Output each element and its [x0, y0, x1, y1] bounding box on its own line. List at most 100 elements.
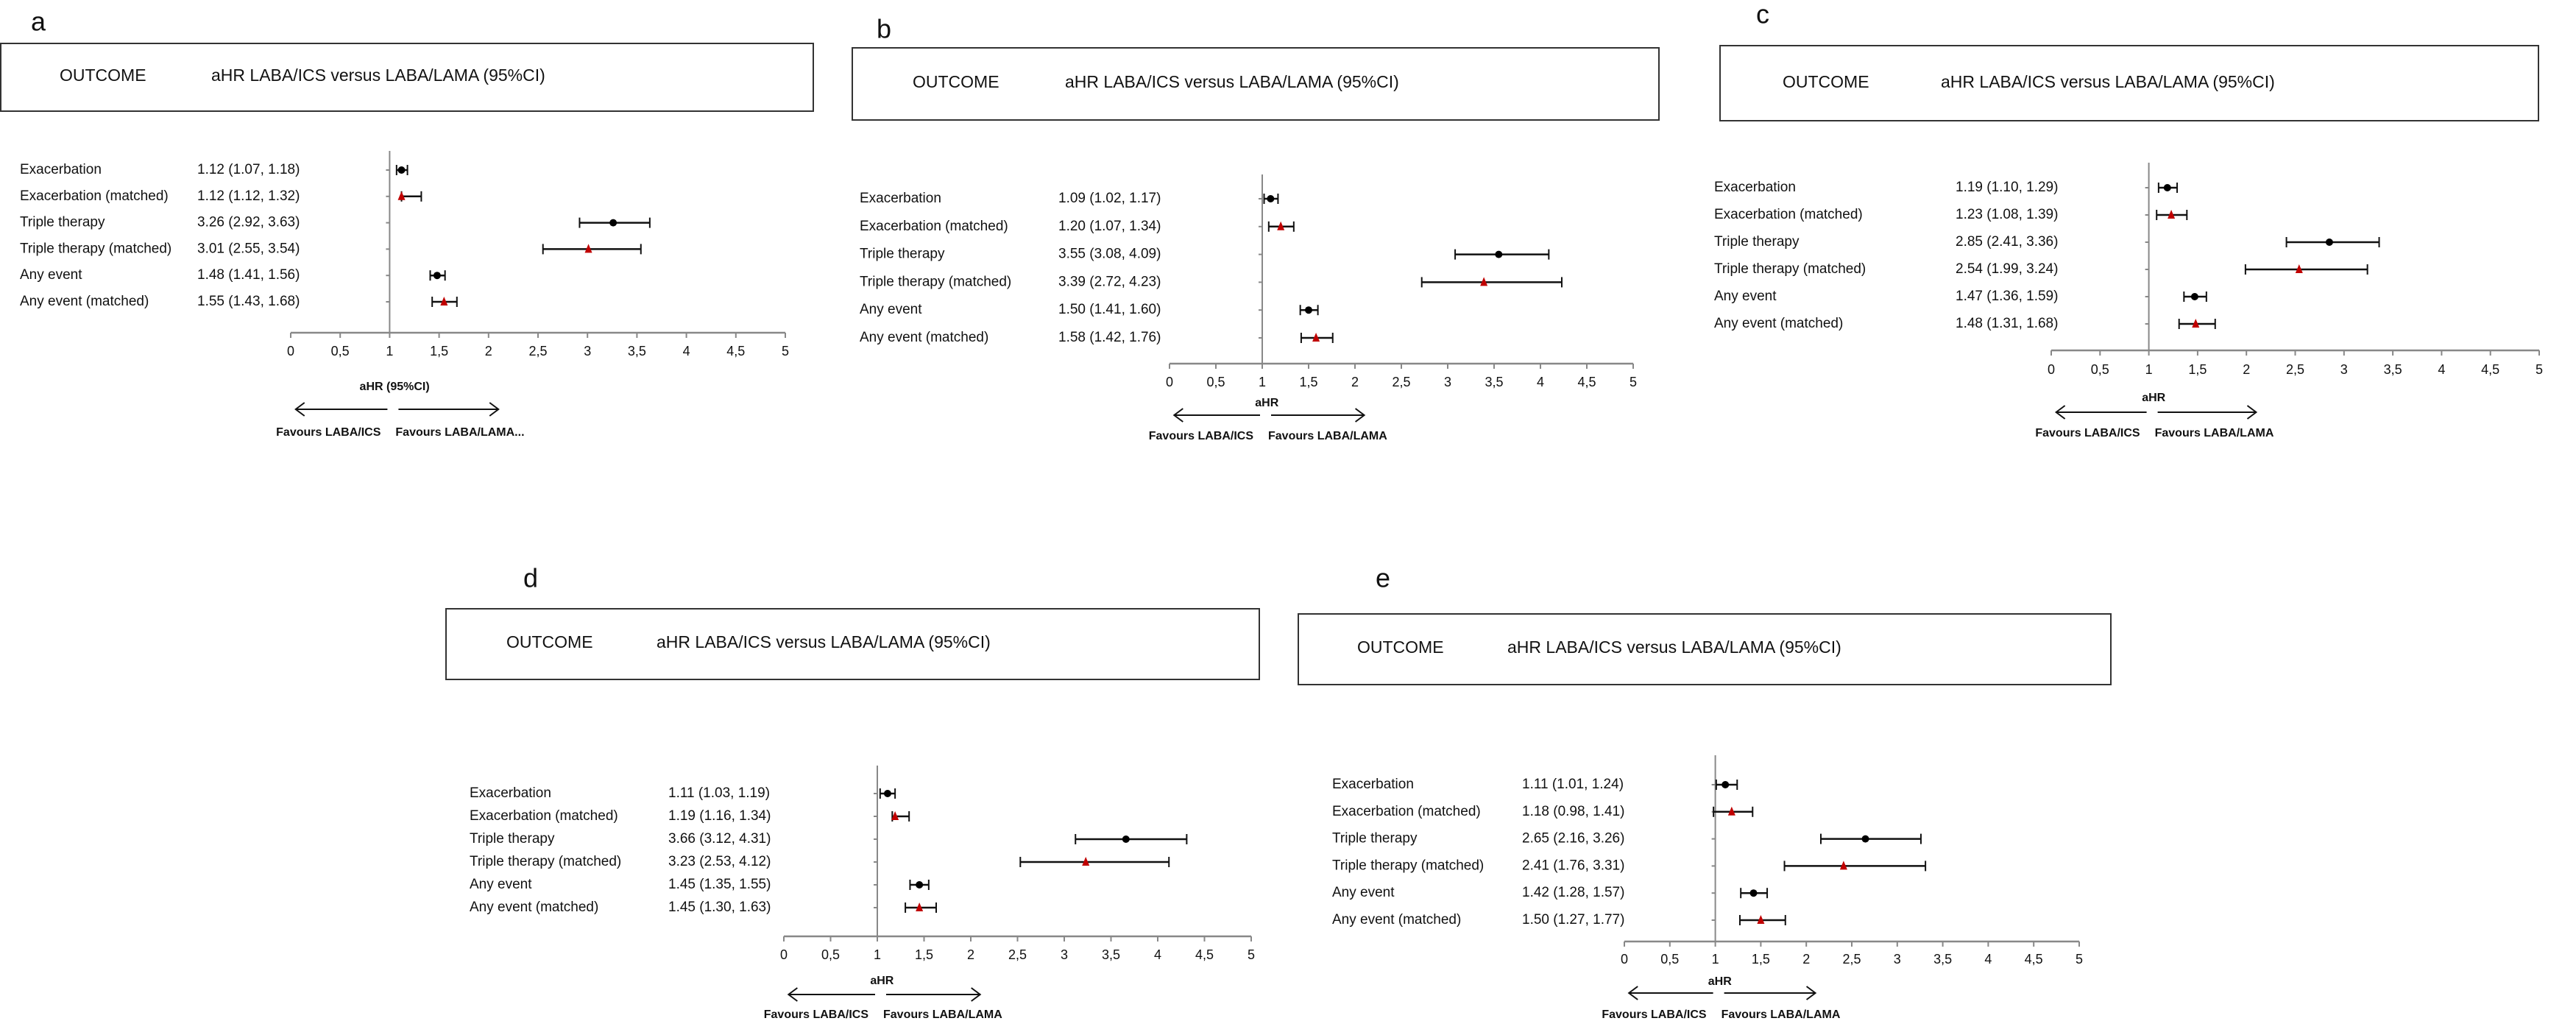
point-estimate-triangle — [1082, 857, 1090, 866]
row-estimate-text: 3.55 (3.08, 4.09) — [1058, 247, 1161, 262]
header-outcome: OUTCOME — [60, 66, 146, 85]
point-estimate-circle — [1305, 306, 1312, 314]
x-tick-label: 5 — [1248, 947, 1255, 962]
panel-b: b OUTCOME aHR LABA/ICS versus LABA/LAMA (9… — [852, 14, 1660, 442]
favours-right-label: Favours LABA/LAMA — [1722, 1008, 1841, 1021]
header-outcome: OUTCOME — [1783, 72, 1869, 91]
header-outcome: OUTCOME — [1357, 637, 1444, 657]
x-tick-label: 0,5 — [821, 947, 840, 962]
x-tick-label: 3,5 — [1933, 952, 1952, 967]
row-outcome-label: Triple therapy — [1714, 234, 1800, 250]
row-outcome-label: Any event — [1714, 289, 1777, 304]
header-box — [852, 47, 1660, 121]
x-tick-label: 2,5 — [528, 344, 547, 358]
ci-marker — [431, 297, 458, 307]
row-outcome-label: Exacerbation (matched) — [20, 188, 169, 204]
row-outcome-label: Triple therapy (matched) — [1714, 261, 1866, 277]
point-estimate-triangle — [1277, 221, 1285, 230]
ci-marker — [891, 811, 910, 822]
row-estimate-text: 1.19 (1.10, 1.29) — [1956, 180, 2058, 195]
ci-marker — [2157, 183, 2179, 193]
favours-right-label: Favours LABA/LAMA — [1268, 430, 1387, 442]
ci-marker — [429, 270, 446, 281]
row-outcome-label: Any event (matched) — [1332, 912, 1461, 928]
x-tick-label: 0 — [2048, 362, 2055, 377]
x-tick-label: 0 — [1621, 952, 1628, 967]
ci-marker — [395, 165, 408, 175]
x-tick-label: 1,5 — [915, 947, 933, 962]
x-tick-label: 4 — [1537, 375, 1544, 389]
ci-marker — [1783, 861, 1927, 872]
ci-marker — [2183, 292, 2207, 302]
arrow-left-icon — [2054, 405, 2147, 420]
row-estimate-text: 3.66 (3.12, 4.31) — [668, 831, 771, 847]
header-box — [0, 43, 814, 112]
x-tick-label: 0 — [1166, 375, 1173, 389]
x-tick-label: 4,5 — [1195, 947, 1214, 962]
ci-marker — [1819, 833, 1922, 844]
row-outcome-label: Any event (matched) — [20, 294, 149, 309]
ci-marker — [1299, 305, 1319, 316]
x-tick-label: 4 — [683, 344, 690, 358]
point-estimate-triangle — [584, 244, 592, 253]
ci-marker — [1454, 249, 1550, 260]
point-estimate-circle — [609, 219, 618, 227]
header-box — [445, 608, 1260, 680]
x-tick-label: 3 — [1061, 947, 1068, 962]
row-outcome-label: Triple therapy — [1332, 831, 1418, 847]
row-outcome-label: Triple therapy — [860, 247, 945, 262]
point-estimate-circle — [1122, 835, 1130, 843]
x-tick-label: 3 — [2340, 362, 2348, 377]
x-tick-label: 3 — [584, 344, 591, 358]
x-tick-label: 2 — [1351, 375, 1359, 389]
row-outcome-label: Triple therapy (matched) — [20, 241, 171, 256]
point-estimate-triangle — [891, 811, 899, 820]
favours-left-label: Favours LABA/ICS — [1602, 1008, 1707, 1021]
x-tick-label: 1,5 — [430, 344, 448, 358]
row-estimate-text: 3.26 (2.92, 3.63) — [197, 215, 300, 230]
x-tick-label: 0,5 — [1206, 375, 1225, 389]
row-outcome-label: Exacerbation (matched) — [860, 219, 1008, 234]
ci-marker — [2156, 210, 2188, 220]
row-outcome-label: Exacerbation (matched) — [1332, 804, 1481, 819]
arrow-left-icon — [1627, 986, 1713, 1000]
panel-label: a — [31, 7, 46, 37]
panel-d: d OUTCOME aHR LABA/ICS versus LABA/LAMA (9… — [445, 563, 1260, 1021]
x-tick-label: 1 — [386, 344, 393, 358]
row-estimate-text: 2.54 (1.99, 3.24) — [1956, 261, 2058, 277]
row-outcome-label: Triple therapy — [20, 215, 105, 230]
row-estimate-text: 1.11 (1.01, 1.24) — [1522, 777, 1624, 792]
panel-e: e OUTCOME aHR LABA/ICS versus LABA/LAMA (9… — [1298, 563, 2112, 1021]
x-tick-label: 3 — [1894, 952, 1901, 967]
row-estimate-text: 1.55 (1.43, 1.68) — [197, 294, 300, 309]
panel-a: a OUTCOME aHR LABA/ICS versus LABA/LAMA (9… — [0, 7, 814, 439]
point-estimate-triangle — [1727, 806, 1735, 816]
row-outcome-label: Exacerbation — [1714, 180, 1796, 195]
row-estimate-text: 2.65 (2.16, 3.26) — [1522, 831, 1624, 847]
x-tick-label: 4,5 — [726, 344, 745, 358]
row-estimate-text: 1.45 (1.30, 1.63) — [668, 900, 771, 915]
x-tick-label: 1,5 — [1299, 375, 1317, 389]
header-title: aHR LABA/ICS versus LABA/LAMA (95%CI) — [1507, 637, 1841, 657]
ci-marker — [1267, 221, 1295, 232]
x-axis-label: aHR — [870, 975, 894, 987]
x-tick-label: 5 — [1630, 375, 1637, 389]
panel-label: e — [1376, 563, 1390, 593]
point-estimate-circle — [1749, 889, 1758, 897]
favours-right-label: Favours LABA/LAMA — [2155, 427, 2274, 439]
row-outcome-label: Triple therapy — [470, 831, 555, 847]
row-estimate-text: 1.47 (1.36, 1.59) — [1956, 289, 2058, 304]
arrow-right-icon — [398, 402, 500, 417]
x-tick-label: 0,5 — [331, 344, 350, 358]
row-outcome-label: Exacerbation — [860, 191, 941, 206]
row-estimate-text: 1.50 (1.27, 1.77) — [1522, 912, 1624, 928]
x-tick-label: 4,5 — [2481, 362, 2499, 377]
x-tick-label: 2,5 — [1392, 375, 1410, 389]
favours-left-label: Favours LABA/ICS — [764, 1008, 869, 1021]
point-estimate-triangle — [2168, 210, 2176, 219]
ci-marker — [1263, 194, 1279, 204]
x-tick-label: 4 — [1154, 947, 1161, 962]
point-estimate-triangle — [916, 902, 924, 911]
point-estimate-circle — [2190, 293, 2198, 300]
panel-label: d — [523, 563, 538, 593]
